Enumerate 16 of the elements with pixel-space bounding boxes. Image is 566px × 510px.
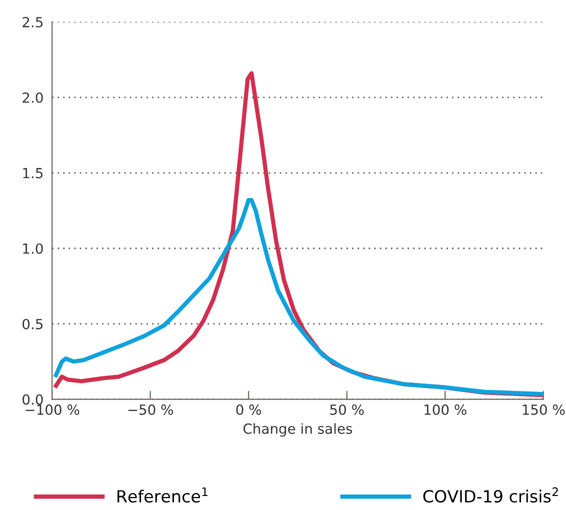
- x-tick-label: 100 %: [424, 404, 466, 415]
- x-tick-label: 150 %: [522, 404, 565, 415]
- line-series: [54, 198, 544, 396]
- y-tick-label: 1.5: [23, 168, 43, 178]
- x-tick-label: −50 %: [128, 404, 174, 415]
- x-tick-label: −100 %: [26, 404, 80, 415]
- y-tick-label: 2.5: [22, 16, 43, 28]
- legend-label: COVID-19 crisis$^{2}$: [423, 487, 558, 503]
- legend-label: Reference$^{1}$: [118, 487, 208, 503]
- y-tick-label: 2.0: [22, 92, 43, 103]
- x-tick-label: 0 %: [236, 404, 262, 415]
- y-tick-label: 1.0: [23, 243, 43, 254]
- y-tick-label: 0.5: [22, 318, 43, 330]
- x-tick-label: 50 %: [330, 404, 364, 415]
- x-axis-title: Change in sales: [243, 423, 352, 437]
- y-tick-label: 0.0: [22, 394, 43, 405]
